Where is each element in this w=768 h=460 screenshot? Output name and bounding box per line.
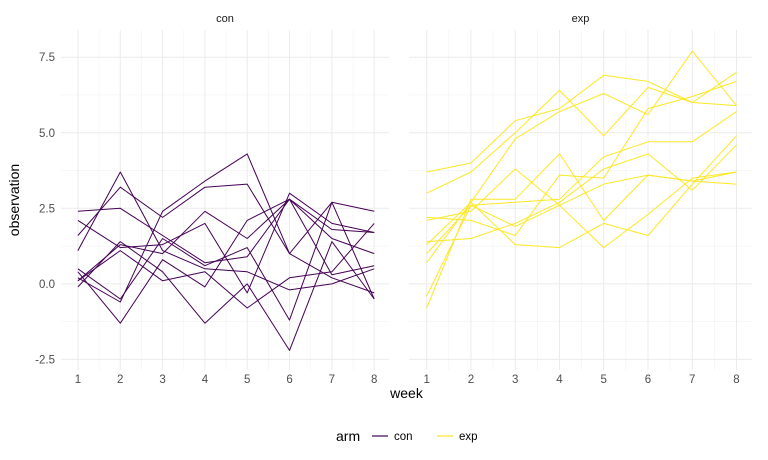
x-tick-label: 7	[329, 374, 335, 386]
series-line-exp-9	[426, 168, 737, 249]
series-lines	[426, 50, 737, 309]
series-line-con-6	[77, 241, 375, 351]
x-tick-label: 4	[556, 374, 563, 386]
series-line-exp-10	[426, 135, 737, 263]
facet-strip-label: con	[216, 13, 234, 25]
panels-layer: con 1 2 3 4 5 6 7 8 exp 1 2 3 4 5 6 7 8	[61, 13, 752, 386]
panel-exp: exp 1 2 3 4 5 6 7 8	[409, 13, 752, 386]
legend-title: arm	[336, 428, 360, 444]
x-tick-label: 3	[512, 374, 518, 386]
legend-label-con: con	[394, 431, 413, 443]
y-tick-label: 7.5	[39, 52, 55, 64]
facet-strip-label: exp	[572, 13, 590, 25]
x-axis-title: week	[389, 385, 424, 401]
series-line-con-3	[77, 198, 375, 276]
x-tick-label: 1	[75, 374, 81, 386]
series-line-con-8	[77, 183, 375, 300]
y-axis-title: observation	[6, 164, 22, 236]
series-line-con-7	[77, 198, 375, 324]
x-tick-label: 4	[202, 374, 209, 386]
series-line-con-10	[77, 223, 375, 309]
series-line-con-9	[77, 201, 375, 321]
series-line-exp-1	[426, 71, 737, 194]
x-tick-label: 3	[159, 374, 165, 386]
x-tick-label: 5	[601, 374, 607, 386]
series-line-con-2	[77, 171, 375, 291]
y-tick-label: 2.5	[39, 203, 55, 215]
x-tick-label: 8	[733, 374, 739, 386]
panel-con: con 1 2 3 4 5 6 7 8	[61, 13, 389, 386]
y-axis: -2.5 0.0 2.5 5.0 7.5	[35, 52, 55, 366]
series-lines	[77, 153, 375, 351]
x-tick-label: 6	[286, 374, 292, 386]
grid	[409, 30, 752, 370]
series-line-exp-5	[426, 80, 737, 236]
x-tick-label: 1	[424, 374, 430, 386]
y-tick-label: 5.0	[39, 128, 55, 140]
x-tick-label: 5	[244, 374, 250, 386]
x-tick-label: 2	[468, 374, 474, 386]
y-tick-label: -2.5	[35, 354, 55, 366]
x-tick-label: 8	[371, 374, 377, 386]
grid	[61, 30, 389, 370]
series-line-con-1	[77, 153, 375, 303]
x-tick-label: 7	[689, 374, 695, 386]
y-tick-label: 0.0	[39, 279, 55, 291]
x-tick-label: 2	[117, 374, 123, 386]
legend-label-exp: exp	[459, 431, 478, 443]
legend: arm con exp	[336, 428, 478, 444]
x-tick-label: 6	[645, 374, 651, 386]
series-line-exp-4	[426, 50, 737, 245]
